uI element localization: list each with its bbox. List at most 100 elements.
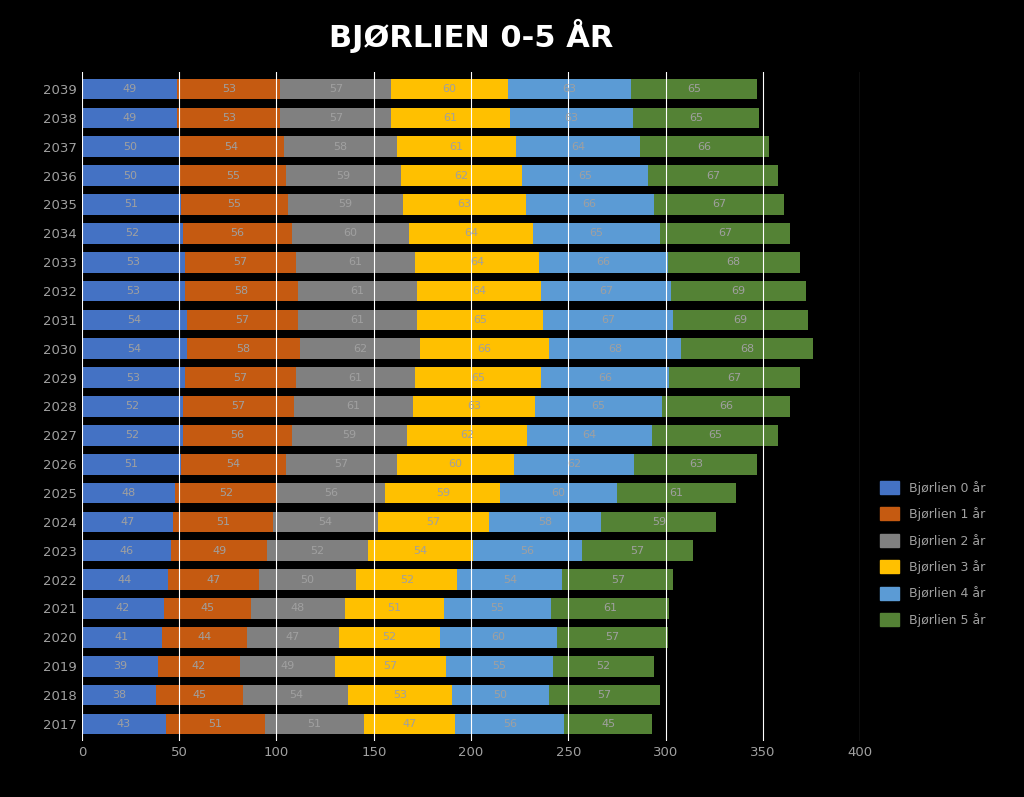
Bar (633, 108, 759, 128)
Text: 60: 60 (552, 488, 565, 498)
Bar (648, 165, 778, 186)
Bar (181, 194, 288, 215)
Text: 59: 59 (339, 199, 352, 210)
Text: 57: 57 (426, 517, 440, 527)
Bar (82, 309, 187, 330)
Text: 52: 52 (126, 402, 139, 411)
Text: 51: 51 (125, 199, 138, 210)
Bar (266, 540, 368, 561)
Bar (82, 713, 166, 734)
Bar (287, 453, 397, 474)
Text: 54: 54 (224, 142, 239, 151)
Text: 49: 49 (280, 662, 294, 671)
Text: 44: 44 (198, 632, 212, 642)
Bar (551, 598, 670, 618)
Bar (391, 108, 510, 128)
Text: 66: 66 (583, 199, 597, 210)
Bar (365, 713, 456, 734)
Bar (82, 165, 179, 186)
Title: BJØRLIEN 0-5 ÅR: BJØRLIEN 0-5 ÅR (329, 18, 613, 53)
Text: 60: 60 (442, 84, 457, 94)
Text: 60: 60 (449, 459, 463, 469)
Text: 52: 52 (596, 662, 610, 671)
Text: 61: 61 (450, 142, 464, 151)
Bar (368, 540, 473, 561)
Text: 47: 47 (206, 575, 220, 585)
Text: 44: 44 (118, 575, 132, 585)
Text: 57: 57 (605, 632, 620, 642)
Bar (281, 79, 391, 100)
Bar (440, 627, 557, 648)
Text: 61: 61 (350, 286, 365, 296)
Bar (296, 367, 415, 388)
Text: 69: 69 (733, 315, 748, 325)
Bar (674, 309, 808, 330)
Bar (296, 252, 415, 273)
Bar (458, 569, 562, 590)
Bar (276, 483, 385, 504)
Text: 65: 65 (592, 402, 605, 411)
Bar (335, 656, 445, 677)
Text: 65: 65 (689, 113, 702, 123)
Text: 52: 52 (126, 228, 139, 238)
Text: 67: 67 (601, 315, 615, 325)
Text: 65: 65 (709, 430, 722, 440)
Text: 68: 68 (727, 257, 740, 267)
Bar (177, 108, 281, 128)
Text: 41: 41 (115, 632, 129, 642)
Bar (158, 656, 240, 677)
Bar (168, 569, 259, 590)
Bar (445, 656, 553, 677)
Bar (281, 108, 391, 128)
Bar (413, 396, 536, 417)
Text: 52: 52 (310, 546, 325, 556)
Text: 47: 47 (121, 517, 135, 527)
Text: 48: 48 (122, 488, 136, 498)
Text: 47: 47 (402, 719, 417, 729)
Text: 60: 60 (343, 228, 357, 238)
Bar (403, 194, 525, 215)
Text: 57: 57 (383, 662, 397, 671)
Text: 61: 61 (350, 315, 365, 325)
Bar (185, 367, 296, 388)
Text: 65: 65 (473, 315, 486, 325)
Text: 58: 58 (234, 286, 249, 296)
Text: 67: 67 (707, 171, 720, 181)
Text: 60: 60 (492, 632, 505, 642)
Text: 61: 61 (670, 488, 683, 498)
Bar (681, 339, 813, 359)
Text: 57: 57 (631, 546, 644, 556)
Text: 61: 61 (346, 402, 360, 411)
Bar (185, 252, 296, 273)
Text: 65: 65 (687, 84, 700, 94)
Text: 42: 42 (116, 603, 130, 614)
Text: 64: 64 (571, 142, 585, 151)
Text: 65: 65 (590, 228, 603, 238)
Bar (397, 453, 514, 474)
Text: 57: 57 (329, 113, 343, 123)
Text: 52: 52 (126, 430, 139, 440)
Text: 57: 57 (611, 575, 625, 585)
Bar (417, 309, 543, 330)
Text: 42: 42 (191, 662, 206, 671)
Bar (385, 483, 501, 504)
Bar (175, 483, 276, 504)
Bar (183, 425, 292, 446)
Bar (356, 569, 458, 590)
Text: 39: 39 (113, 662, 127, 671)
Bar (294, 396, 413, 417)
Text: 61: 61 (348, 257, 362, 267)
Bar (500, 483, 616, 504)
Bar (82, 194, 181, 215)
Bar (415, 252, 540, 273)
Text: 56: 56 (503, 719, 517, 729)
Bar (82, 79, 177, 100)
Text: 56: 56 (520, 546, 535, 556)
Text: 55: 55 (493, 662, 506, 671)
Bar (668, 252, 800, 273)
Bar (401, 165, 521, 186)
Text: 66: 66 (598, 373, 612, 383)
Bar (549, 339, 681, 359)
Bar (553, 656, 654, 677)
Bar (541, 367, 670, 388)
